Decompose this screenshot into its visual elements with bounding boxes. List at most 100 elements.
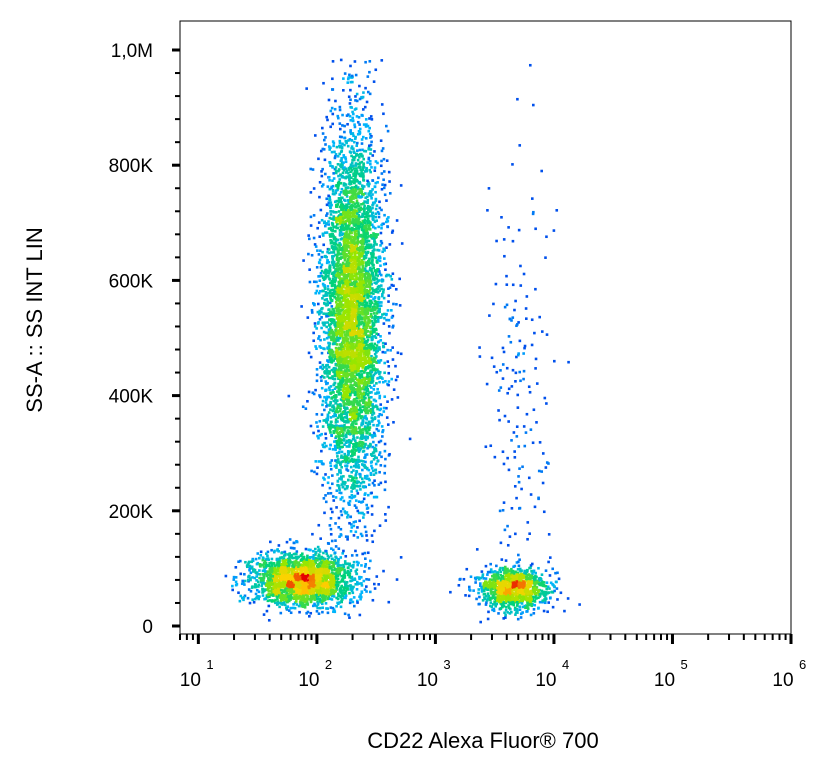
event-point xyxy=(346,334,349,337)
event-point xyxy=(334,273,338,277)
event-point xyxy=(350,139,354,142)
event-point xyxy=(338,488,341,492)
event-point xyxy=(346,450,350,453)
event-point xyxy=(345,175,349,178)
event-point xyxy=(334,229,337,233)
event-point xyxy=(348,241,352,245)
event-point xyxy=(341,289,345,293)
event-point xyxy=(322,301,326,305)
event-point xyxy=(349,294,353,297)
event-point xyxy=(336,480,340,483)
event-point xyxy=(372,473,376,476)
event-point xyxy=(343,393,347,397)
event-point xyxy=(383,361,386,365)
event-point xyxy=(351,452,355,456)
event-point xyxy=(349,98,352,102)
event-point xyxy=(374,356,377,360)
event-point xyxy=(360,564,363,567)
event-point xyxy=(343,402,346,405)
event-point xyxy=(387,383,390,387)
event-point xyxy=(333,284,337,287)
event-point xyxy=(328,291,332,295)
event-point xyxy=(363,210,366,214)
event-point xyxy=(379,481,383,485)
event-point xyxy=(372,297,375,301)
event-point xyxy=(367,444,370,448)
event-point xyxy=(345,416,349,420)
event-point xyxy=(349,264,353,267)
event-point xyxy=(358,448,362,452)
event-point xyxy=(350,252,353,256)
event-point xyxy=(323,172,327,176)
event-point xyxy=(325,212,329,215)
event-point xyxy=(362,365,365,368)
data-points xyxy=(224,58,581,624)
event-point xyxy=(367,371,371,375)
event-point xyxy=(346,429,350,432)
event-point xyxy=(361,212,364,216)
event-point xyxy=(313,470,316,474)
event-point xyxy=(387,380,391,383)
event-point xyxy=(343,406,346,409)
event-point xyxy=(327,274,330,278)
event-point xyxy=(371,237,375,240)
event-point xyxy=(342,475,345,478)
event-point xyxy=(338,152,341,156)
event-point xyxy=(330,186,333,190)
event-point xyxy=(357,165,361,169)
event-point xyxy=(317,436,320,440)
event-point xyxy=(359,254,363,258)
event-point xyxy=(378,346,381,349)
event-point xyxy=(341,303,345,307)
event-point xyxy=(347,349,350,352)
event-point xyxy=(321,234,325,237)
event-point xyxy=(366,387,370,391)
event-point xyxy=(349,151,353,154)
event-point xyxy=(375,344,379,347)
event-point xyxy=(318,235,322,238)
event-point xyxy=(340,161,344,165)
event-point xyxy=(391,358,395,361)
event-point xyxy=(347,223,351,227)
event-point xyxy=(350,76,353,79)
event-point xyxy=(351,164,355,168)
event-point xyxy=(373,201,377,204)
event-point xyxy=(313,322,317,325)
event-point xyxy=(324,432,327,436)
event-point xyxy=(361,303,364,306)
event-point xyxy=(320,326,323,330)
event-point xyxy=(364,234,368,238)
event-point xyxy=(369,302,373,306)
event-point xyxy=(362,353,366,356)
event-point xyxy=(339,498,343,501)
event-point xyxy=(360,247,363,251)
event-point xyxy=(375,277,379,280)
event-point xyxy=(367,379,371,383)
event-point xyxy=(341,480,345,484)
event-point xyxy=(348,409,352,412)
event-point xyxy=(390,309,393,312)
event-point xyxy=(343,143,346,147)
event-point xyxy=(342,192,346,195)
event-point xyxy=(365,417,369,421)
event-point xyxy=(357,395,361,398)
event-point xyxy=(318,261,321,265)
event-point xyxy=(375,391,379,394)
event-point xyxy=(357,500,361,503)
event-point xyxy=(344,304,347,308)
event-point xyxy=(372,80,376,83)
event-point xyxy=(361,363,365,366)
event-point xyxy=(321,250,324,254)
event-point xyxy=(340,279,344,283)
event-point xyxy=(331,353,335,356)
event-point xyxy=(337,168,341,171)
event-point xyxy=(338,414,341,417)
event-point xyxy=(342,239,346,243)
event-point xyxy=(338,178,342,181)
event-point xyxy=(365,215,368,219)
event-point xyxy=(355,338,358,341)
event-point xyxy=(358,376,362,380)
event-point xyxy=(348,304,351,308)
event-point xyxy=(336,446,339,449)
event-point xyxy=(334,522,337,525)
